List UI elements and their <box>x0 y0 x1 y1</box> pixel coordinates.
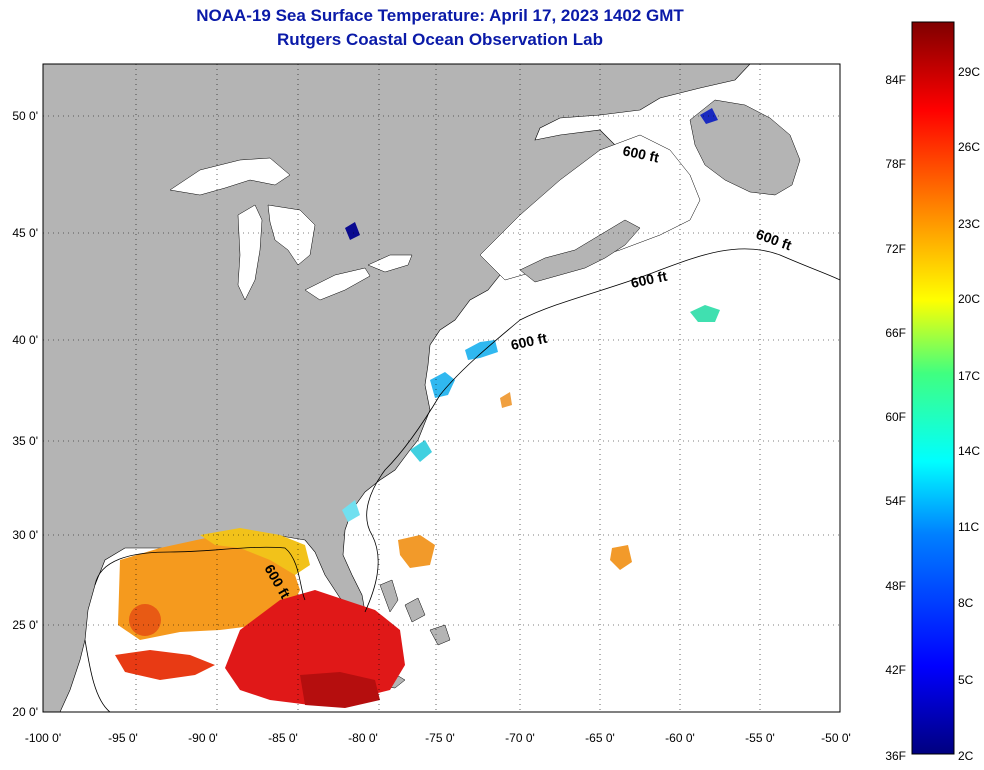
lake-michigan <box>237 204 263 301</box>
land-north-america <box>43 64 751 712</box>
lon-label: -85 0' <box>268 731 298 745</box>
lon-label: -55 0' <box>745 731 775 745</box>
colorbar-fahrenheit-labels: 84F 78F 72F 66F 60F 54F 48F 42F 36F <box>885 73 906 763</box>
lon-label: -75 0' <box>425 731 455 745</box>
lat-label: 25 0' <box>12 618 38 632</box>
lon-label: -90 0' <box>188 731 218 745</box>
colorbar-label-f: 60F <box>885 410 906 424</box>
sst-data <box>115 108 720 708</box>
lon-label: -70 0' <box>505 731 535 745</box>
colorbar-label-f: 36F <box>885 749 906 763</box>
lon-label: -50 0' <box>821 731 851 745</box>
lat-label: 45 0' <box>12 226 38 240</box>
colorbar <box>911 21 955 755</box>
colorbar-label-c: 26C <box>958 140 980 154</box>
lon-label: -95 0' <box>108 731 138 745</box>
colorbar-label-f: 72F <box>885 242 906 256</box>
colorbar-label-c: 23C <box>958 217 980 231</box>
contour-label-1: 600 ft <box>621 142 660 165</box>
longitude-labels: -100 0' -95 0' -90 0' -85 0' -80 0' -75 … <box>25 731 851 745</box>
colorbar-label-c: 5C <box>958 673 974 687</box>
lon-label: -100 0' <box>25 731 61 745</box>
colorbar-label-c: 8C <box>958 596 974 610</box>
lat-label: 40 0' <box>12 333 38 347</box>
map-frame <box>42 63 841 713</box>
colorbar-label-c: 11C <box>958 520 979 534</box>
map-title: NOAA-19 Sea Surface Temperature: April 1… <box>196 6 684 25</box>
map-subtitle: Rutgers Coastal Ocean Observation Lab <box>277 30 603 49</box>
colorbar-label-f: 66F <box>885 326 906 340</box>
land-maritimes <box>519 219 641 283</box>
colorbar-label-f: 54F <box>885 494 906 508</box>
lake-erie <box>304 267 371 301</box>
contour-label-3: 600 ft <box>629 268 668 291</box>
lake-ontario <box>367 254 413 273</box>
colorbar-label-c: 17C <box>958 369 980 383</box>
lon-label: -60 0' <box>665 731 695 745</box>
colorbar-label-f: 78F <box>885 157 906 171</box>
lat-label: 20 0' <box>12 705 38 719</box>
lon-label: -80 0' <box>348 731 378 745</box>
contour-label-4: 600 ft <box>509 330 548 353</box>
lat-label: 35 0' <box>12 434 38 448</box>
lat-label: 50 0' <box>12 109 38 123</box>
latitude-labels: 50 0' 45 0' 40 0' 35 0' 30 0' 25 0' 20 0… <box>12 109 38 719</box>
colorbar-label-f: 84F <box>885 73 906 87</box>
colorbar-label-f: 48F <box>885 579 906 593</box>
colorbar-label-c: 2C <box>958 749 974 763</box>
land-newfoundland <box>689 99 801 196</box>
lake-superior <box>169 157 291 196</box>
depth-contour-600ft <box>84 248 840 712</box>
lat-label: 30 0' <box>12 528 38 542</box>
colorbar-label-c: 20C <box>958 292 980 306</box>
colorbar-celsius-labels: 29C 26C 23C 20C 17C 14C 11C 8C 5C 2C <box>958 65 980 763</box>
colorbar-label-c: 14C <box>958 444 980 458</box>
land-bahamas <box>379 579 451 646</box>
colorbar-label-c: 29C <box>958 65 980 79</box>
colorbar-label-f: 42F <box>885 663 906 677</box>
graticule <box>43 64 840 712</box>
lon-label: -65 0' <box>585 731 615 745</box>
